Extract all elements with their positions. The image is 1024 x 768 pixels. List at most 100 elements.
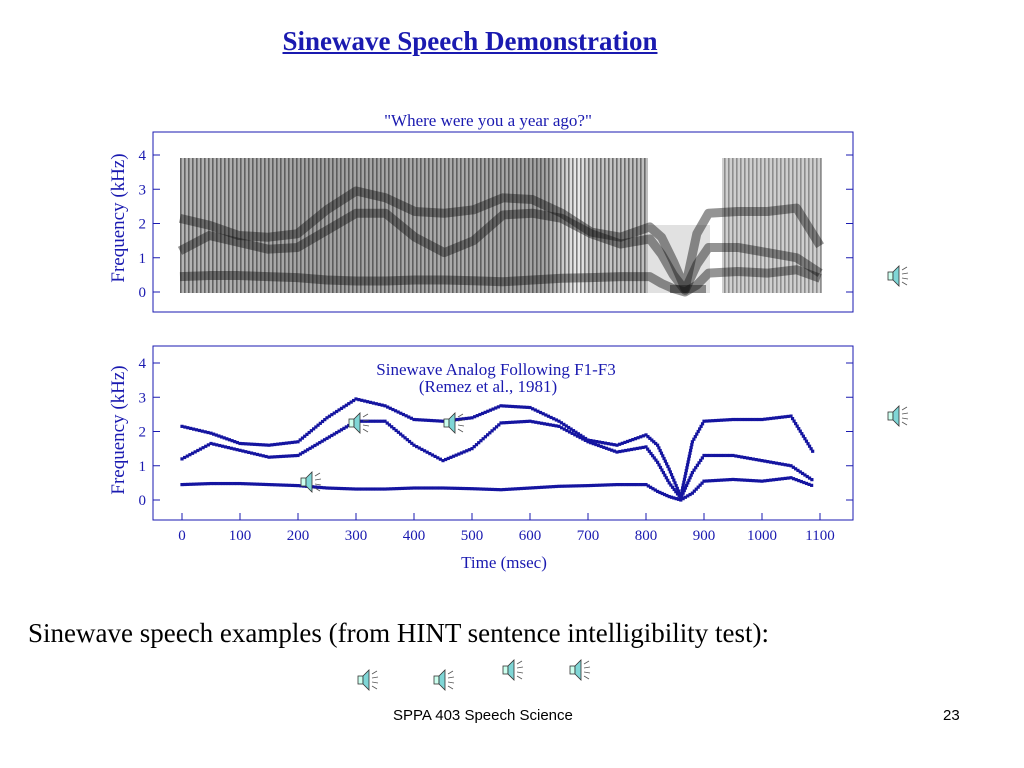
sinewave-marker [505,420,509,425]
sinewave-marker [244,442,248,446]
sinewave-marker [366,419,370,423]
sinewave-marker [698,483,702,487]
sinewave-marker [470,416,474,420]
sinewave-marker [284,454,288,458]
sinewave-marker [496,488,500,492]
sinewave-segment-audio-button-3[interactable] [300,471,322,493]
sinewave-marker [225,437,229,441]
sinewave-marker [412,417,416,422]
sinewave-segment-audio-button-2[interactable] [443,412,465,434]
sinewave-marker [772,461,776,465]
sinewave-marker [692,489,696,493]
sinewave-marker [194,482,199,486]
sinewave-marker [293,483,297,488]
sinewave-marker [508,420,512,425]
sinewave-marker [700,422,705,426]
sinewave-marker [810,478,814,482]
spectrogram-audio-button[interactable] [887,265,909,287]
sinewave-marker [598,440,602,444]
sinewave-marker [221,481,225,486]
sinewave-marker [592,439,596,443]
sinewave-marker [632,447,636,451]
sinewave-marker [312,427,316,431]
sinewave-marker [803,473,807,477]
sinewave-marker [244,482,248,486]
spectrogram-formant-band [178,186,824,294]
sinewave-marker [763,417,767,421]
sinewave-marker [432,419,436,423]
sinewave-marker [628,438,632,443]
sinewave-marker [279,454,283,459]
sinewave-marker [380,487,384,491]
sinewave-marker [737,454,741,459]
sinewave-marker [366,400,370,404]
sinewave-marker [574,484,578,488]
sinewave-marker [238,448,242,452]
sinewave-marker [560,426,564,430]
sinewave-marker [646,435,650,439]
sinewave-marker [679,498,683,502]
sinewave-marker [410,441,414,445]
sinewave-marker [441,459,445,463]
sinewave-marker [363,487,367,491]
sinewave-marker [192,427,196,431]
example-audio-button-3[interactable] [502,659,524,681]
sinewave-marker [522,486,526,490]
sinewave-marker [804,439,809,443]
sinewave-marker [769,460,773,464]
sinewave-marker [522,405,526,409]
sinewave-marker [347,402,351,406]
sinewave-marker [777,477,781,481]
sinewave-marker [557,424,561,428]
sinewave-marker [694,466,698,470]
sinewave-marker [783,476,787,481]
sinewave-x-axis: 0 100 200 300 400 500 600 700 800 900 1000 1100 [178,513,835,544]
sinewave-marker [403,436,407,440]
sinewave-y-tick-label: 1 [139,459,147,475]
example-audio-button-1[interactable] [357,669,379,691]
sinewave-marker [657,463,661,467]
sinewave-marker [654,458,658,462]
example-audio-button-2[interactable] [433,669,455,691]
sinewave-marker [708,419,712,423]
sinewave-marker [658,448,662,453]
sinewave-marker [464,486,468,491]
sinewave-marker [546,414,551,418]
sinewave-marker [357,398,361,402]
sinewave-marker [667,481,671,485]
sinewave-marker [623,440,627,444]
sinewave-marker [490,487,494,492]
sinewave-marker [786,414,790,419]
sinewave-marker [725,418,729,422]
sinewave-marker [273,483,277,487]
sinewave-marker [309,429,313,433]
sinewave-marker [235,481,239,486]
sinewave-marker [656,489,660,494]
sinewave-marker [432,486,436,490]
sinewave-marker [554,424,558,428]
sinewave-marker [602,445,606,449]
sinewave-marker [494,406,498,410]
sinewave-marker [606,442,610,446]
sinewave-marker [301,451,305,455]
sinewave-marker [798,470,802,474]
sinewave-marker [470,447,474,451]
sinewave-marker [682,480,686,484]
sinewave-marker [401,434,405,438]
example-audio-button-4[interactable] [569,659,591,681]
sinewave-segment-audio-button-1[interactable] [348,412,370,434]
sinewave-marker [494,425,499,429]
sinewave-marker [298,438,302,442]
sinewave-marker [264,443,268,447]
sinewave-marker [683,474,687,478]
sinewave-audio-button[interactable] [887,405,909,427]
sinewave-marker [786,463,790,467]
sinewave-marker [212,432,216,436]
sinewave-marker [374,402,378,406]
sinewave-marker [505,487,509,491]
sinewave-marker [363,419,367,423]
sinewave-marker [513,405,518,409]
sinewave-marker [194,428,199,432]
sinewave-marker [424,418,428,422]
footer-course: SPPA 403 Speech Science [393,707,573,724]
